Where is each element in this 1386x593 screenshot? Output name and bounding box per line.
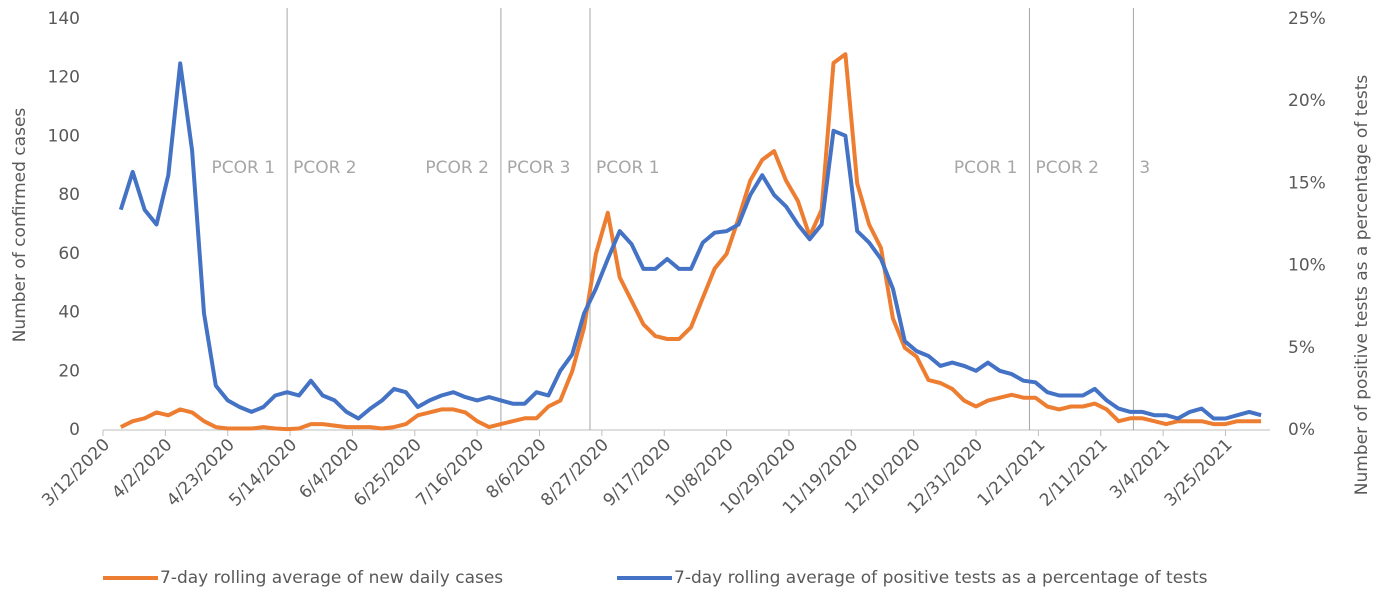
phase-label: PCOR 2 [425, 158, 489, 178]
x-tick-label: 2/11/2021 [1036, 435, 1112, 511]
x-tick-label: 7/16/2020 [412, 435, 488, 511]
phase-label: PCOR 2 [293, 158, 357, 178]
x-tick-label: 3/25/2021 [1161, 435, 1237, 511]
x-tick-label: 5/14/2020 [225, 435, 301, 511]
legend-label: 7-day rolling average of positive tests … [674, 568, 1208, 588]
y-tick-label: 140 [48, 9, 80, 29]
phase-label: 3 [1139, 158, 1150, 178]
y2-tick-label: 20% [1288, 91, 1326, 111]
phase-label: PCOR 1 [212, 158, 276, 178]
y-tick-label: 100 [48, 126, 80, 146]
y2-tick-label: 0% [1288, 420, 1315, 440]
y-tick-label: 60 [58, 244, 80, 264]
y2-tick-label: 5% [1288, 338, 1315, 358]
y2-tick-label: 15% [1288, 173, 1326, 193]
series-line [119, 52, 1262, 432]
phase-label: PCOR 3 [507, 158, 571, 178]
legend-label: 7-day rolling average of new daily cases [160, 568, 503, 588]
x-tick-label: 3/12/2020 [38, 435, 114, 511]
y2-axis-title: Number of positive tests as a percentage… [1352, 75, 1372, 496]
phase-label: PCOR 2 [1035, 158, 1099, 178]
phase-label: PCOR 1 [954, 158, 1018, 178]
y-tick-label: 80 [58, 185, 80, 205]
y-tick-label: 0 [69, 420, 80, 440]
phase-label: PCOR 1 [596, 158, 660, 178]
y-axis-title: Number of confirmed cases [10, 108, 30, 343]
series-line [118, 61, 1262, 421]
y2-tick-label: 10% [1288, 256, 1326, 276]
y-tick-label: 40 [58, 303, 80, 323]
y-tick-label: 120 [48, 68, 80, 88]
y2-tick-label: 25% [1288, 9, 1326, 29]
y-tick-label: 20 [58, 361, 80, 381]
